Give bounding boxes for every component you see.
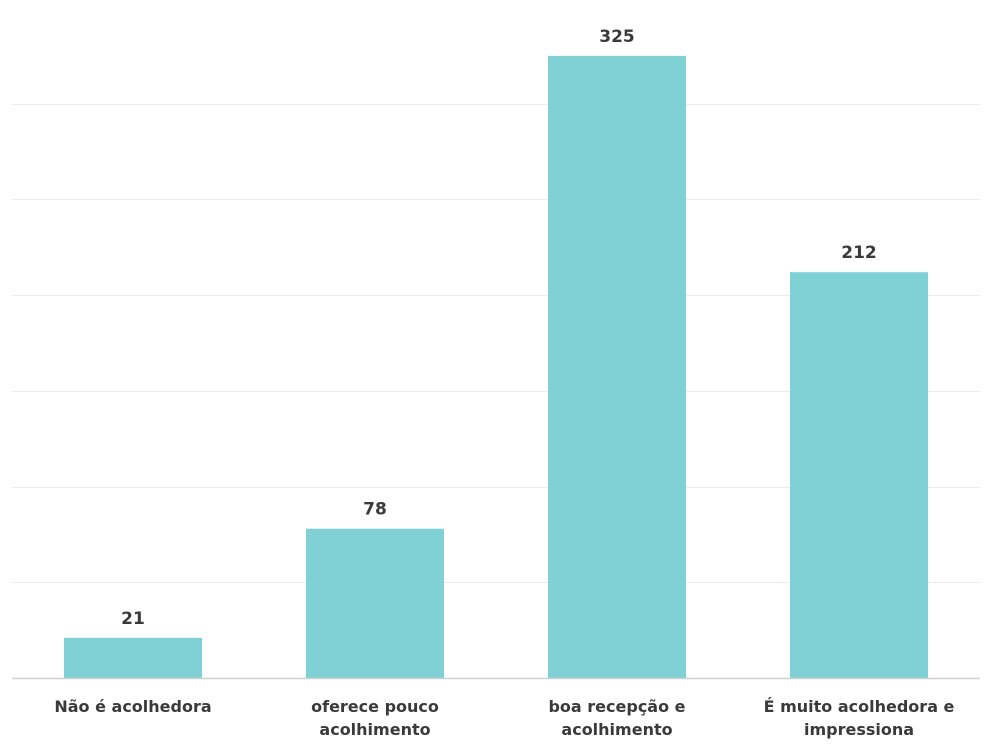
bar[interactable] [790,272,928,678]
x-tick-label-line: acolhimento [319,720,430,739]
x-tick-label: boa recepção e acolhimento [548,697,685,739]
x-tick-label-line: oferece pouco [311,697,439,716]
x-tick-labels: Não é acolhedora oferece pouco acolhimento… [54,697,954,739]
bars [64,55,928,679]
x-tick-label: Não é acolhedora [54,697,211,716]
x-tick-label: oferece pouco acolhimento [311,697,439,739]
bar-value-label: 78 [363,500,387,520]
bar[interactable] [548,55,686,679]
bar-value-label: 212 [841,243,877,263]
x-tick-label-line: impressiona [804,720,914,739]
bar[interactable] [64,637,202,678]
x-tick-label-line: acolhimento [561,720,672,739]
bar[interactable] [306,528,444,678]
x-tick-label-line: Não é acolhedora [54,697,211,716]
data-labels: 21 78 325 212 [121,27,877,629]
x-tick-label: É muito acolhedora e impressiona [764,697,955,739]
x-tick-label-line: boa recepção e [548,697,685,716]
x-tick-label-line: É muito acolhedora e [764,697,955,716]
bar-value-label: 21 [121,609,145,629]
bar-value-label: 325 [599,27,635,47]
